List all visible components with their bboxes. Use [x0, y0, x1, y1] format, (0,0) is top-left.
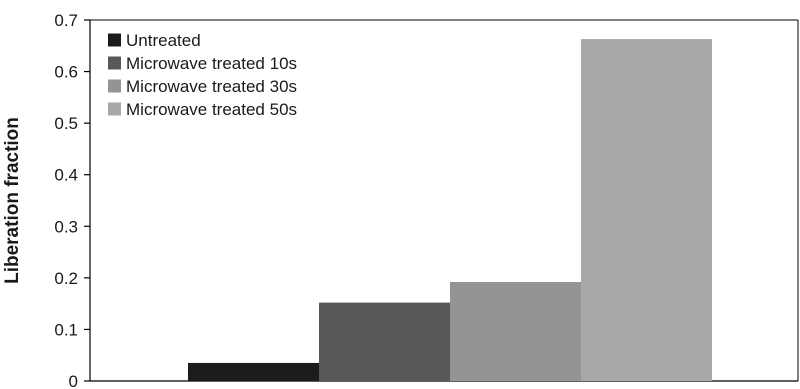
legend-swatch — [108, 33, 121, 47]
bar — [581, 39, 712, 382]
legend-label: Untreated — [126, 31, 201, 50]
y-axis-ticks: 0 0.1 0.2 0.3 0.4 0.5 0.6 0.7 — [54, 11, 90, 389]
y-tick-label: 0.1 — [54, 320, 78, 339]
legend: Untreated Microwave treated 10s Microwave … — [108, 31, 297, 119]
y-tick-label: 0.7 — [54, 11, 78, 30]
bars — [188, 39, 712, 382]
legend-swatch — [108, 56, 121, 70]
y-tick-label: 0.2 — [54, 269, 78, 288]
legend-label: Microwave treated 50s — [126, 100, 297, 119]
y-axis-title: Liberation fraction — [2, 117, 23, 284]
y-tick-label: 0.5 — [54, 114, 78, 133]
legend-swatch — [108, 79, 121, 93]
bar — [450, 281, 581, 381]
legend-label: Microwave treated 30s — [126, 77, 297, 96]
bar — [188, 362, 319, 381]
legend-label: Microwave treated 10s — [126, 54, 297, 73]
y-tick-label: 0.3 — [54, 217, 78, 236]
y-tick-label: 0.4 — [54, 166, 78, 185]
legend-swatch — [108, 102, 121, 116]
y-tick-label: 0 — [69, 372, 78, 389]
y-tick-label: 0.6 — [54, 63, 78, 82]
bar — [319, 302, 450, 381]
